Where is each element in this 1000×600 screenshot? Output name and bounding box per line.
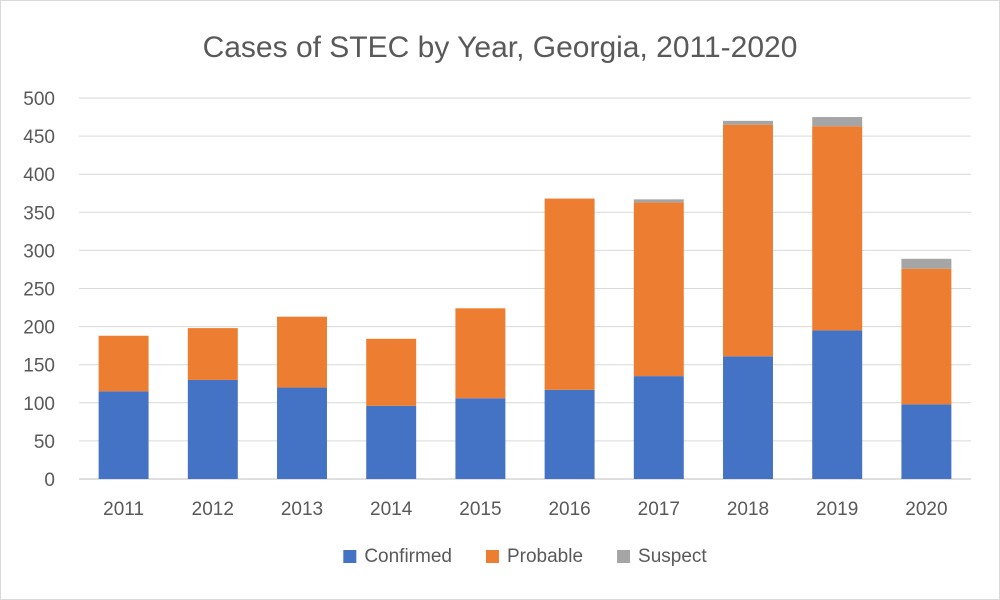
x-tick-label: 2020 [905,499,947,520]
x-tick-label: 2015 [459,499,501,520]
x-tick-label: 2019 [816,499,858,520]
bar-suspect-2017 [633,199,684,203]
bar-confirmed-2018 [723,356,773,479]
bar-probable-2019 [812,126,863,331]
y-tick-label: 0 [44,470,55,491]
y-axis-ticks: 0 50 100 150 200 250 300 350 400 450 500 [23,89,55,491]
bar-probable-2012 [187,328,238,380]
bar-suspect-2018 [723,120,773,125]
bar-suspect-2020 [901,258,952,269]
bar-probable-2017 [633,202,684,377]
bar-confirmed-2012 [187,379,238,479]
bar-probable-2014 [366,338,417,406]
bar-confirmed-2019 [812,330,863,479]
x-tick-label: 2014 [370,499,413,520]
bar-confirmed-2016 [544,389,595,479]
y-tick-label: 150 [23,356,55,377]
legend-item-confirmed: Confirmed [343,546,452,567]
legend-label: Suspect [638,546,707,567]
y-tick-label: 350 [23,203,55,224]
legend-item-probable: Probable [485,546,583,567]
x-tick-label: 2012 [192,499,234,520]
x-axis-ticks: 2011 2012 2013 2014 2015 2016 2017 2018 2019 2020 [103,499,947,520]
legend-label: Confirmed [364,546,452,567]
y-tick-label: 400 [23,165,55,186]
x-tick-label: 2013 [281,499,323,520]
chart-title: Cases of STEC by Year, Georgia, 2011-202… [203,31,798,64]
y-tick-label: 300 [23,241,55,262]
bar-layer [98,117,952,479]
bar-probable-2018 [723,124,773,357]
bar-probable-2015 [455,308,506,399]
bar-confirmed-2013 [277,387,327,479]
y-tick-label: 500 [23,89,55,110]
bar-probable-2013 [277,316,327,388]
bar-probable-2016 [544,198,595,390]
y-tick-label: 200 [23,318,55,339]
x-tick-label: 2017 [638,499,680,520]
bar-probable-2020 [901,268,952,405]
legend-swatch [343,550,357,563]
bar-confirmed-2020 [901,404,952,479]
bar-suspect-2019 [812,117,863,127]
legend-swatch [617,550,631,563]
bar-confirmed-2017 [633,376,684,479]
x-tick-label: 2011 [103,499,144,520]
legend-item-suspect: Suspect [617,546,707,567]
bar-confirmed-2011 [98,391,149,479]
x-tick-label: 2018 [727,499,769,520]
legend: Confirmed Probable Suspect [343,546,707,567]
bar-probable-2011 [98,335,149,392]
legend-label: Probable [507,546,583,567]
legend-swatch [485,550,499,563]
x-tick-label: 2016 [548,499,590,520]
y-tick-label: 250 [23,280,55,301]
bar-confirmed-2015 [455,398,506,479]
y-tick-label: 50 [34,432,55,453]
y-tick-label: 100 [23,394,55,415]
y-tick-label: 450 [23,127,55,148]
bar-confirmed-2014 [366,405,417,479]
